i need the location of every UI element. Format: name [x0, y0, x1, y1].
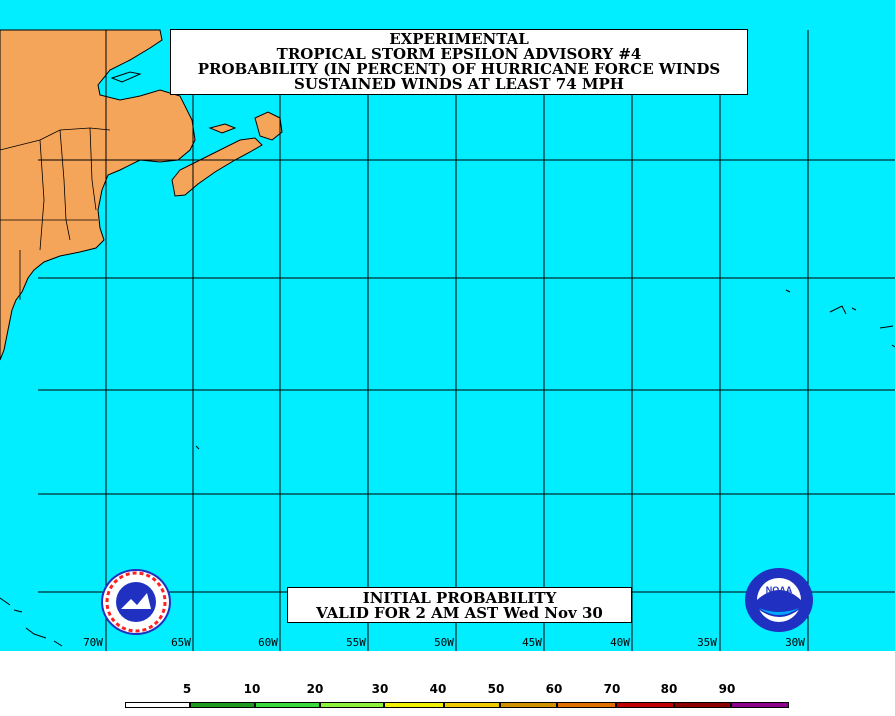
probability-legend: 5 10 20 30 40 50 60 70 80 90	[0, 651, 895, 716]
legend-swatch-5	[444, 702, 500, 708]
legend-swatch-7	[557, 702, 616, 708]
legend-swatch-6	[500, 702, 557, 708]
caribbean-islands	[0, 445, 200, 647]
nova-scotia	[171, 137, 263, 197]
legend-label-60: 60	[545, 682, 563, 696]
title-box: EXPERIMENTAL TROPICAL STORM EPSILON ADVI…	[170, 29, 748, 95]
legend-label-80: 80	[660, 682, 678, 696]
legend-swatch-10	[731, 702, 789, 708]
lon-label-30w: 30W	[785, 636, 805, 649]
title-line-1: EXPERIMENTAL	[389, 30, 529, 48]
north-america-coast	[0, 29, 196, 361]
legend-label-70: 70	[603, 682, 621, 696]
lon-label-40w: 40W	[610, 636, 630, 649]
pei	[208, 123, 237, 134]
cape-breton	[254, 111, 283, 141]
legend-swatch-1	[190, 702, 255, 708]
lon-label-60w: 60W	[258, 636, 278, 649]
title-line-4: SUSTAINED WINDS AT LEAST 74 MPH	[294, 75, 624, 93]
lon-label-35w: 35W	[697, 636, 717, 649]
legend-label-20: 20	[306, 682, 324, 696]
legend-label-10: 10	[243, 682, 261, 696]
title-line-3: PROBABILITY (IN PERCENT) OF HURRICANE FO…	[197, 60, 721, 78]
valid-line-2: VALID FOR 2 AM AST Wed Nov 30	[316, 604, 603, 622]
legend-label-30: 30	[371, 682, 389, 696]
legend-swatch-2	[255, 702, 320, 708]
lon-label-65w: 65W	[171, 636, 191, 649]
azores-islands	[785, 289, 895, 348]
legend-label-5: 5	[182, 682, 192, 696]
noaa-icon: NOAA	[745, 568, 813, 632]
lon-label-50w: 50W	[434, 636, 454, 649]
legend-swatch-4	[384, 702, 444, 708]
legend-swatch-8	[616, 702, 674, 708]
anticosti	[110, 71, 142, 83]
legend-label-50: 50	[487, 682, 505, 696]
lon-label-45w: 45W	[522, 636, 542, 649]
lon-label-55w: 55W	[346, 636, 366, 649]
lon-label-70w: 70W	[83, 636, 103, 649]
noaa-logo-text: NOAA	[766, 585, 793, 595]
probability-map: EXPERIMENTAL TROPICAL STORM EPSILON ADVI…	[0, 0, 895, 651]
valid-line-1: INITIAL PROBABILITY	[362, 589, 557, 607]
legend-label-40: 40	[429, 682, 447, 696]
legend-label-90: 90	[718, 682, 736, 696]
legend-swatch-9	[674, 702, 731, 708]
title-line-2: TROPICAL STORM EPSILON ADVISORY #4	[276, 45, 642, 63]
legend-swatch-3	[320, 702, 384, 708]
national-weather-service-icon	[101, 569, 171, 635]
map-canvas	[0, 29, 895, 651]
valid-time-box: INITIAL PROBABILITY VALID FOR 2 AM AST W…	[287, 587, 632, 623]
legend-swatch-0	[125, 702, 190, 708]
